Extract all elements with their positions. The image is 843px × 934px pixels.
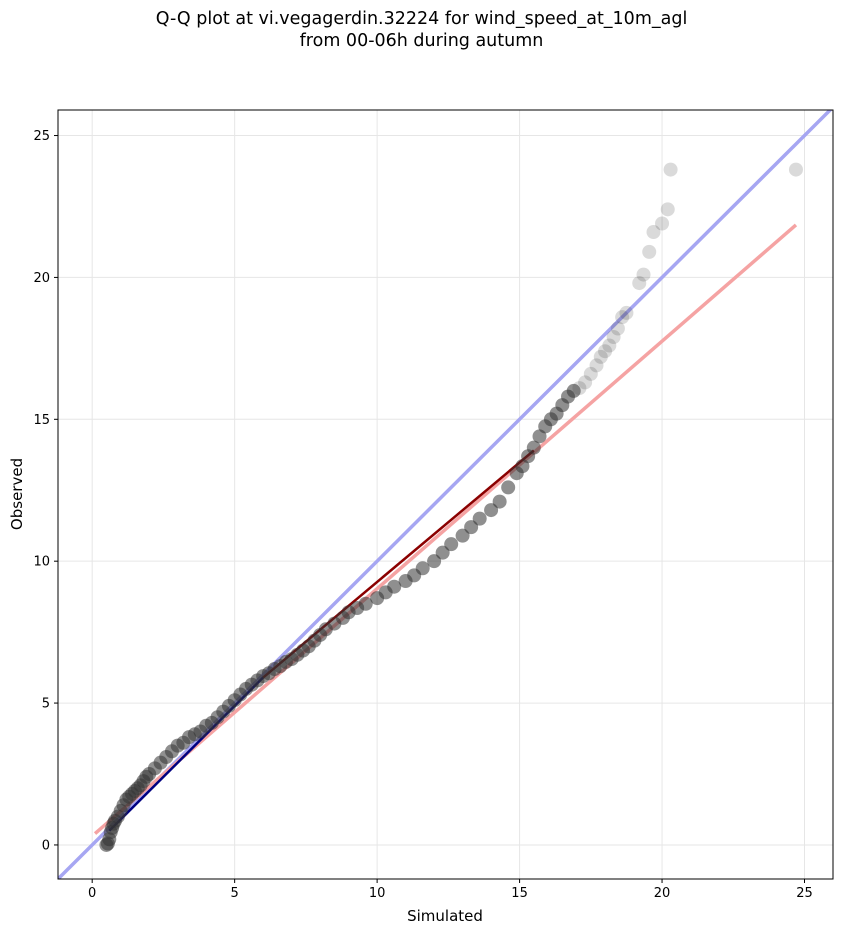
grid-lines [58, 110, 833, 879]
x-axis-label: Simulated [407, 907, 483, 925]
data-point [464, 520, 479, 535]
data-point [598, 344, 613, 359]
data-point [602, 338, 617, 353]
plot-frame [57, 109, 834, 880]
y-tick-label: 10 [33, 555, 50, 570]
data-point [606, 330, 621, 345]
data-point [435, 545, 450, 560]
y-tick-label: 15 [33, 413, 50, 428]
data-point [501, 480, 516, 495]
data-point [610, 321, 625, 336]
data-point [788, 162, 803, 177]
data-point [615, 310, 630, 325]
x-tick-label: 15 [511, 886, 528, 901]
data-point [593, 349, 608, 364]
data-point [578, 375, 593, 390]
chart-title: Q-Q plot at vi.vegagerdin.32224 for wind… [0, 8, 843, 52]
identity-line [58, 110, 833, 879]
y-tick-label: 5 [42, 697, 50, 712]
data-point [632, 276, 647, 291]
x-tick-label: 0 [88, 886, 96, 901]
data-point [427, 554, 442, 569]
data-point [636, 267, 651, 282]
data-point [642, 244, 657, 259]
data-point [526, 440, 541, 455]
data-point [646, 225, 661, 240]
x-tick-label: 20 [654, 886, 671, 901]
data-point [415, 561, 430, 576]
axis-ticks: 0 5 10 15 20 25 0 5 10 15 20 25 [33, 129, 812, 901]
x-tick-label: 10 [369, 886, 386, 901]
data-point [566, 383, 581, 398]
y-tick-label: 20 [33, 271, 50, 286]
data-point [455, 528, 470, 543]
data-point [444, 537, 459, 552]
data-points [99, 162, 803, 852]
data-point [572, 381, 587, 396]
data-point [492, 494, 507, 509]
reference-lines [58, 110, 833, 879]
data-point [660, 202, 675, 217]
y-tick-label: 25 [33, 129, 50, 144]
chart-title-line-2: from 00-06h during autumn [299, 31, 544, 51]
data-point [589, 358, 604, 373]
y-tick-label: 0 [42, 838, 50, 853]
data-point [472, 511, 487, 526]
data-point [583, 366, 598, 381]
chart-title-line-1: Q-Q plot at vi.vegagerdin.32224 for wind… [155, 9, 688, 29]
x-tick-label: 5 [231, 886, 239, 901]
data-point [358, 596, 373, 611]
y-axis-label: Observed [8, 458, 26, 530]
data-point [663, 162, 678, 177]
data-point [484, 503, 499, 518]
fit-line [93, 223, 798, 835]
data-point [619, 305, 634, 320]
data-point [655, 216, 670, 231]
x-tick-label: 25 [796, 886, 813, 901]
data-point [387, 579, 402, 594]
